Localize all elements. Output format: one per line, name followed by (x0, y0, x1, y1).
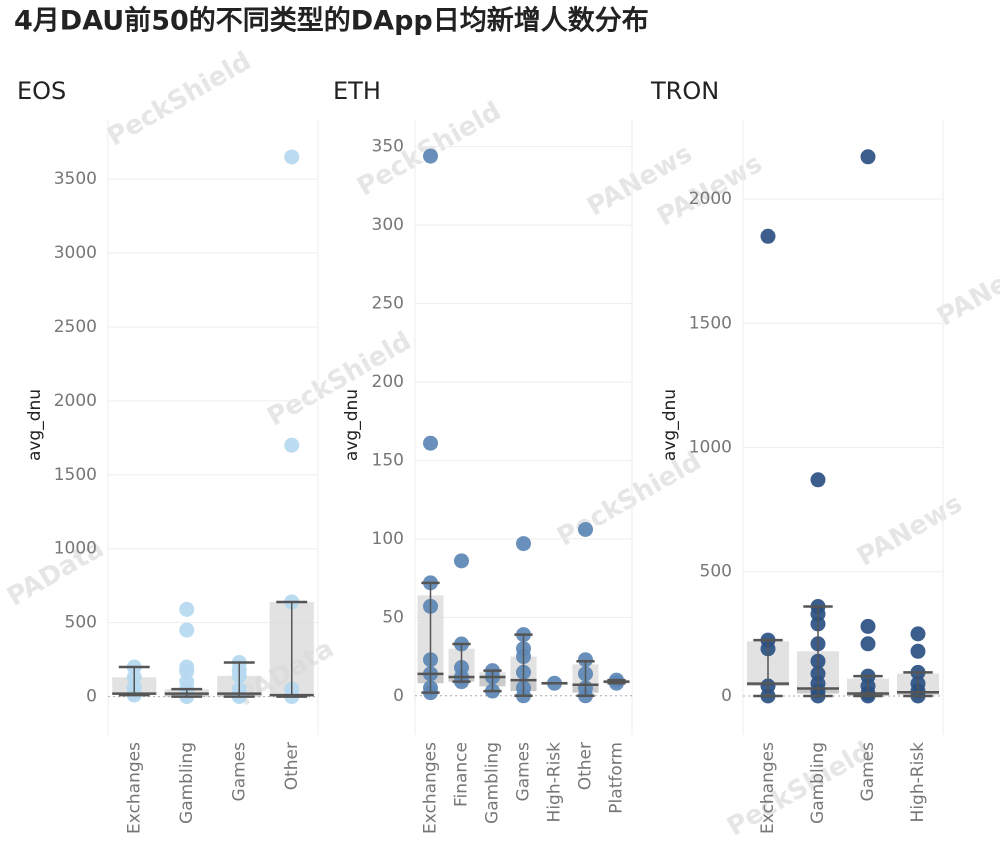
x-tick-label: Platform (607, 742, 627, 814)
x-tick-label: Finance (452, 742, 472, 807)
x-tick-label: Other (576, 742, 596, 790)
y-tick-label: 1000 (54, 539, 97, 559)
y-tick-label: 3500 (54, 169, 97, 189)
y-tick-label: 3000 (54, 243, 97, 263)
y-tick-label: 50 (382, 607, 404, 627)
watermark: PANews (932, 249, 1000, 333)
y-tick-label: 1000 (689, 438, 732, 458)
y-tick-label: 2500 (54, 317, 97, 337)
panel-title: ETH (333, 77, 381, 105)
data-point (860, 618, 876, 634)
y-tick-label: 200 (372, 372, 404, 392)
y-tick-label: 0 (86, 687, 97, 707)
y-tick-label: 300 (372, 215, 404, 235)
panel-title: EOS (17, 77, 66, 105)
x-tick-label: Gambling (483, 742, 503, 824)
data-point (179, 663, 195, 679)
y-axis-label: avg_dnu (25, 389, 45, 461)
x-tick-label: Exchanges (421, 742, 441, 834)
watermark: PeckShield (102, 46, 256, 152)
y-tick-label: 2000 (689, 189, 732, 209)
watermark: PANews (852, 489, 967, 573)
y-tick-label: 500 (700, 562, 732, 582)
watermark: PeckShield (722, 736, 876, 842)
y-tick-label: 1500 (689, 313, 732, 333)
data-point (179, 601, 195, 617)
data-point (578, 521, 593, 537)
data-point (910, 643, 926, 659)
y-tick-label: 250 (372, 294, 404, 314)
x-tick-label: Gambling (177, 742, 197, 824)
x-tick-label: Games (229, 742, 249, 802)
y-axis-label: avg_dnu (342, 389, 362, 461)
x-tick-label: Exchanges (758, 742, 778, 834)
data-point (810, 472, 826, 488)
data-point (578, 652, 593, 668)
data-point (284, 437, 300, 453)
y-axis-label: avg_dnu (660, 389, 680, 461)
data-point (516, 536, 531, 552)
y-tick-label: 100 (372, 529, 404, 549)
data-point (454, 553, 469, 569)
data-point (910, 626, 926, 642)
x-tick-label: Gambling (808, 742, 828, 824)
y-tick-label: 0 (721, 686, 732, 706)
x-tick-label: Exchanges (124, 742, 144, 834)
y-tick-label: 1500 (54, 465, 97, 485)
watermark: PeckShield (552, 446, 706, 552)
x-tick-label: Games (514, 742, 534, 802)
x-tick-label: Other (282, 742, 302, 790)
x-tick-label: High-Risk (545, 742, 565, 823)
y-tick-label: 2000 (54, 391, 97, 411)
data-point (760, 228, 776, 244)
data-point (423, 435, 438, 451)
page-title: 4月DAU前50的不同类型的DApp日均新增人数分布 (14, 5, 649, 37)
data-point (860, 149, 876, 165)
y-tick-label: 350 (372, 137, 404, 157)
y-tick-label: 0 (393, 686, 404, 706)
x-tick-label: High-Risk (908, 742, 928, 823)
y-tick-label: 150 (372, 450, 404, 470)
data-point (423, 148, 438, 164)
panel-title: TRON (650, 77, 719, 105)
y-tick-label: 500 (65, 613, 97, 633)
data-point (179, 622, 195, 638)
data-point (284, 149, 300, 165)
data-point (860, 636, 876, 652)
x-tick-label: Games (858, 742, 878, 802)
